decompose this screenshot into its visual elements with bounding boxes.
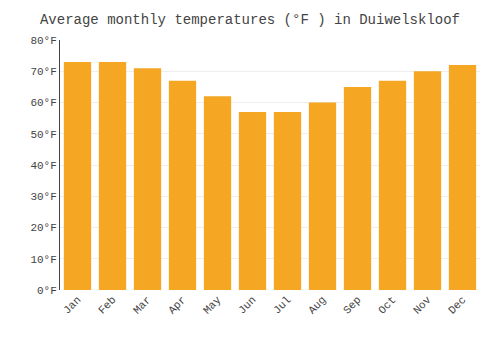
svg-text:20°F: 20°F <box>30 222 56 234</box>
svg-text:Jul: Jul <box>271 294 293 316</box>
svg-text:Mar: Mar <box>131 294 153 316</box>
svg-text:Sep: Sep <box>341 294 363 316</box>
svg-text:50°F: 50°F <box>30 129 56 141</box>
svg-text:Dec: Dec <box>446 294 468 316</box>
svg-text:60°F: 60°F <box>30 97 56 109</box>
svg-text:May: May <box>201 294 224 317</box>
svg-text:Feb: Feb <box>96 294 118 316</box>
svg-text:0°F: 0°F <box>37 285 57 297</box>
svg-text:40°F: 40°F <box>30 160 56 172</box>
svg-text:Nov: Nov <box>411 294 434 317</box>
svg-text:10°F: 10°F <box>30 254 56 266</box>
svg-text:70°F: 70°F <box>30 66 56 78</box>
svg-text:Jun: Jun <box>236 294 258 316</box>
svg-text:Average monthly temperatures (: Average monthly temperatures (°F ) in Du… <box>40 12 460 28</box>
svg-text:Aug: Aug <box>306 294 328 316</box>
svg-text:Jan: Jan <box>61 294 83 316</box>
svg-text:Apr: Apr <box>166 294 188 316</box>
svg-text:30°F: 30°F <box>30 191 56 203</box>
svg-text:80°F: 80°F <box>30 35 56 47</box>
svg-text:Oct: Oct <box>376 294 398 316</box>
